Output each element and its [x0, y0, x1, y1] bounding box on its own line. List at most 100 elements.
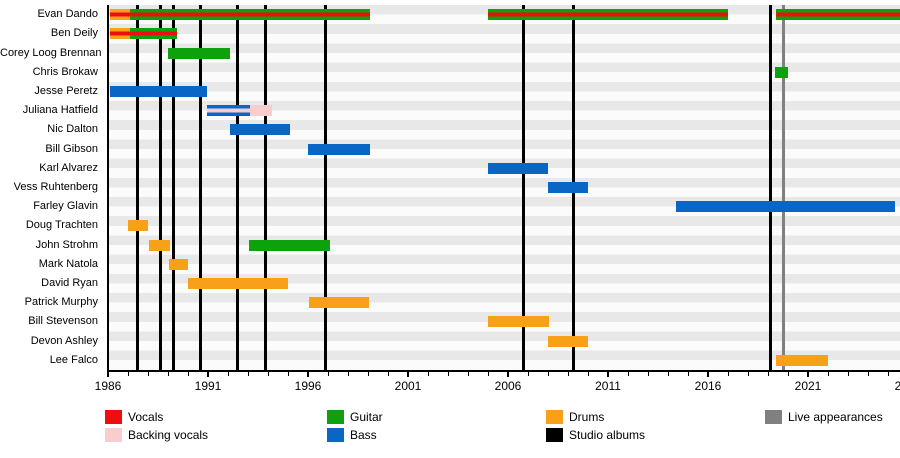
minor-tick: [447, 372, 449, 376]
member-label: Nic Dalton: [0, 123, 104, 136]
minor-tick: [847, 372, 849, 376]
timeline-bar: [230, 124, 290, 136]
member-label: Patrick Murphy: [0, 296, 104, 309]
legend-label: Live appearances: [788, 410, 883, 424]
timeline-bar: [548, 181, 588, 193]
minor-tick: [667, 372, 669, 376]
x-axis-tick-label: 2001: [394, 379, 422, 393]
member-label: Vess Ruhtenberg: [0, 181, 104, 194]
minor-tick: [127, 372, 129, 376]
member-label: David Ryan: [0, 277, 104, 290]
minor-tick: [347, 372, 349, 376]
member-name-text: Corey Loog Brennan: [0, 46, 102, 59]
minor-tick: [467, 372, 469, 376]
minor-tick: [587, 372, 589, 376]
member-label: John Strohm: [0, 239, 104, 252]
legend-label: Drums: [569, 410, 605, 424]
minor-tick: [367, 372, 369, 376]
legend-label: Studio albums: [569, 428, 646, 442]
member-name-text: Nic Dalton: [47, 123, 98, 136]
member-label: Mark Natola: [0, 258, 104, 271]
minor-tick: [267, 372, 269, 376]
legend-swatch-bass: [327, 428, 344, 442]
major-tick: [407, 372, 409, 377]
timeline-bar: [488, 9, 728, 21]
member-name-text: Vess Ruhtenberg: [13, 180, 98, 193]
legend-swatch-vocals: [105, 410, 122, 424]
major-tick: [207, 372, 209, 377]
studio-album-line: [171, 5, 175, 371]
x-axis-tick-label: 2016: [694, 379, 722, 393]
member-name-text: Evan Dando: [37, 8, 98, 21]
minor-tick: [687, 372, 689, 376]
member-name-text: Lee Falco: [49, 353, 98, 366]
x-axis-tick-label: 2006: [494, 379, 522, 393]
legend-label: Guitar: [350, 410, 383, 424]
minor-tick: [547, 372, 549, 376]
minor-tick: [247, 372, 249, 376]
member-label: Corey Loog Brennan: [0, 47, 104, 60]
studio-album-line: [198, 5, 202, 371]
member-label: Bill Gibson: [0, 143, 104, 156]
timeline-bar: [130, 28, 177, 40]
member-name-text: John Strohm: [35, 238, 98, 251]
major-tick: [107, 372, 109, 377]
timeline-bar: [188, 277, 288, 289]
legend-swatch-studio-albums: [546, 428, 563, 442]
major-tick: [507, 372, 509, 377]
studio-album-line: [135, 5, 139, 371]
x-axis-tick-label: 1986: [94, 379, 122, 393]
member-label: Bill Stevenson: [0, 315, 104, 328]
timeline-bar: [309, 297, 369, 309]
timeline-bar: [250, 105, 272, 117]
legend-label: Backing vocals: [128, 428, 209, 442]
timeline-bar: [488, 162, 548, 174]
timeline-bar: [110, 28, 130, 40]
timeline-bar: [775, 66, 788, 78]
member-name-text: Devon Ashley: [30, 334, 98, 347]
minor-tick: [627, 372, 629, 376]
member-label: Ben Deily: [0, 27, 104, 40]
minor-tick: [647, 372, 649, 376]
timeline-bar: [776, 354, 828, 366]
minor-tick: [487, 372, 489, 376]
timeline-bar: [168, 47, 230, 59]
member-name-text: Bill Gibson: [45, 142, 98, 155]
timeline-bar: [776, 9, 900, 21]
minor-tick: [187, 372, 189, 376]
studio-album-line: [768, 5, 772, 371]
minor-tick: [167, 372, 169, 376]
x-axis-tick-label: 1996: [294, 379, 322, 393]
major-tick: [707, 372, 709, 377]
minor-tick: [767, 372, 769, 376]
member-name-text: Ben Deily: [50, 27, 98, 40]
minor-tick: [527, 372, 529, 376]
plot-background-stripes: [108, 5, 900, 370]
member-label: Juliana Hatfield: [0, 104, 104, 117]
x-axis-tick-label: 2011: [595, 379, 621, 393]
minor-tick: [567, 372, 569, 376]
member-name-text: Doug Trachten: [25, 219, 98, 232]
timeline-bar: [130, 9, 370, 21]
minor-tick: [827, 372, 829, 376]
member-name-text: David Ryan: [41, 276, 98, 289]
studio-album-line: [158, 5, 162, 371]
member-label: Chris Brokaw: [0, 66, 104, 79]
minor-tick: [227, 372, 229, 376]
minor-tick: [747, 372, 749, 376]
major-tick: [607, 372, 609, 377]
major-tick: [307, 372, 309, 377]
y-axis-line: [107, 5, 109, 372]
member-name-text: Karl Alvarez: [39, 161, 98, 174]
member-name-text: Bill Stevenson: [28, 315, 98, 328]
timeline-bar: [110, 85, 207, 97]
x-axis-tick-label: 2021: [794, 379, 822, 393]
legend-swatch-backing-vocals: [105, 428, 122, 442]
member-name-text: Farley Glavin: [33, 200, 98, 213]
member-name-text: Chris Brokaw: [32, 65, 98, 78]
timeline-bar: [249, 239, 330, 251]
legend-swatch-live-appearances: [765, 410, 782, 424]
major-tick: [807, 372, 809, 377]
legend-label: Bass: [350, 428, 377, 442]
